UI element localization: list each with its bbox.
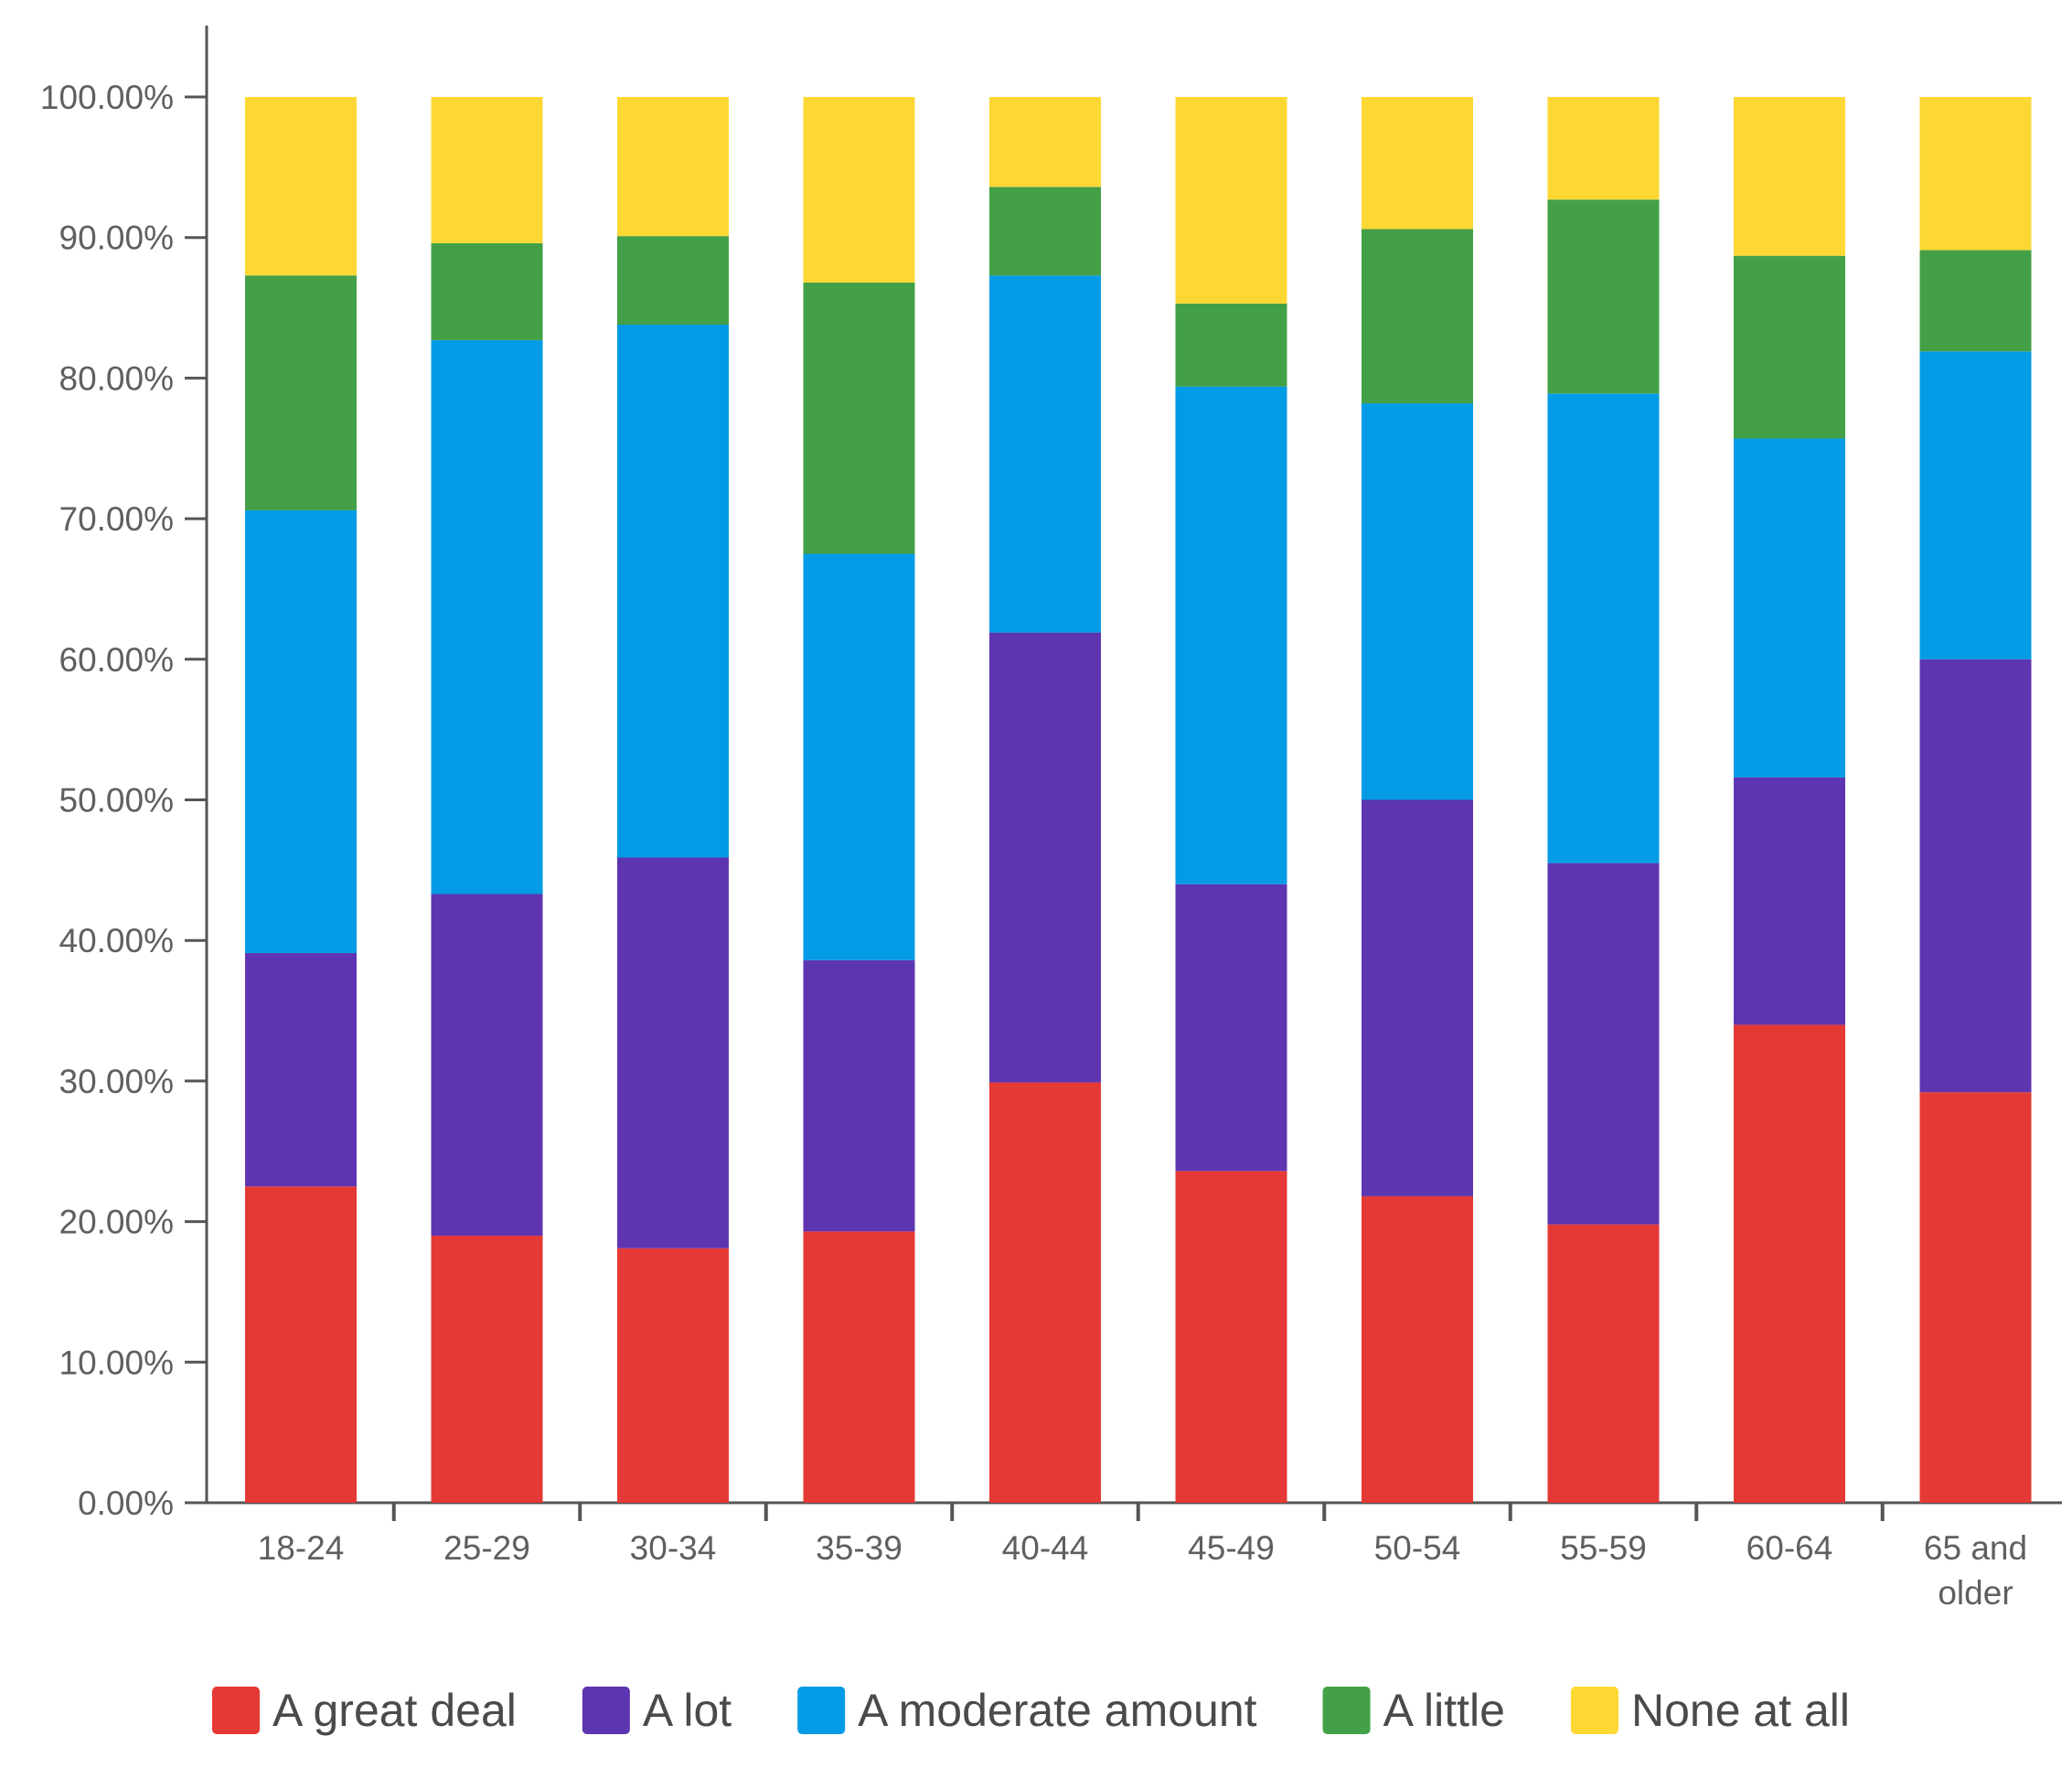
bar-segment-a-lot [1175, 884, 1287, 1172]
bar-segment-a-great-deal [1362, 1195, 1473, 1503]
bar-segment-none-at-all [803, 97, 915, 283]
bar-segment-a-great-deal [1547, 1224, 1660, 1503]
bar-segment-a-moderate-amount [1362, 403, 1473, 800]
bar-segment-a-great-deal [989, 1082, 1101, 1503]
bar-segment-a-lot [989, 632, 1101, 1083]
x-tick-label: 35-39 [816, 1529, 902, 1567]
y-tick-label: 60.00% [59, 641, 175, 679]
legend-label: A moderate amount [858, 1685, 1256, 1736]
bar-segment-none-at-all [431, 97, 543, 243]
legend-label: A great deal [272, 1685, 517, 1736]
y-tick-label: 50.00% [59, 782, 175, 820]
bar-segment-a-moderate-amount [989, 275, 1101, 633]
bar-segment-a-little [617, 236, 729, 325]
bar-segment-a-lot [245, 953, 357, 1187]
bar-segment-a-great-deal [803, 1231, 915, 1503]
bar-segment-a-moderate-amount [1919, 351, 2032, 659]
bar-segment-a-lot [617, 857, 729, 1248]
legend-swatch [797, 1687, 846, 1734]
bar-segment-a-moderate-amount [245, 509, 357, 954]
bars-group [245, 97, 2032, 1503]
bar-segment-a-moderate-amount [803, 553, 915, 960]
bar-segment-a-lot [1547, 863, 1660, 1225]
bar-segment-a-lot [1362, 799, 1473, 1196]
legend-label: None at all [1631, 1685, 1850, 1736]
y-tick-label: 10.00% [59, 1344, 175, 1381]
legend-label: A lot [643, 1685, 732, 1736]
bar-segment-a-great-deal [1919, 1092, 2032, 1503]
x-tick-label: 18-24 [258, 1529, 345, 1567]
bar-segment-a-little [1547, 199, 1660, 394]
bar-segment-a-moderate-amount [431, 339, 543, 895]
y-axis: 0.00% 10.00% 20.00% 30.00% 40.00% 50.00% 60.00… [40, 26, 208, 1522]
bar-segment-a-great-deal [1175, 1171, 1287, 1503]
x-tick-label: 45-49 [1188, 1529, 1275, 1567]
bar-segment-none-at-all [1734, 97, 1845, 256]
y-tick-label: 0.00% [78, 1484, 174, 1522]
legend: A great deal A lot A moderate amount A litt… [212, 1685, 1850, 1736]
x-axis: 18-24 25-29 30-34 35-39 40-44 45-49 50-54 55-59… [207, 1501, 2062, 1612]
bar-segment-none-at-all [1919, 97, 2032, 251]
bar-segment-a-great-deal [1734, 1024, 1845, 1503]
y-tick-label: 20.00% [59, 1204, 175, 1241]
x-tick-label: 40-44 [1002, 1529, 1089, 1567]
x-tick-label: 50-54 [1374, 1529, 1461, 1567]
bar-segment-none-at-all [989, 97, 1101, 188]
x-tick-label: 65 and [1924, 1529, 2027, 1567]
bar-segment-a-lot [803, 959, 915, 1232]
x-tick-label: 30-34 [630, 1529, 717, 1567]
bar-segment-a-moderate-amount [1734, 438, 1845, 777]
bar-segment-none-at-all [1547, 97, 1660, 200]
bar-segment-a-great-deal [431, 1235, 543, 1503]
bar-segment-none-at-all [617, 97, 729, 237]
legend-swatch [582, 1687, 630, 1734]
bar-segment-a-little [803, 282, 915, 554]
x-tick-label: 60-64 [1746, 1529, 1833, 1567]
y-tick-label: 30.00% [59, 1063, 175, 1100]
bar-segment-a-moderate-amount [617, 324, 729, 858]
bar-segment-none-at-all [1362, 97, 1473, 230]
legend-swatch [1322, 1687, 1371, 1734]
bar-segment-a-little [245, 275, 357, 510]
bar-segment-a-little [1362, 229, 1473, 404]
bar-segment-a-lot [1734, 777, 1845, 1025]
legend-label: A little [1383, 1685, 1505, 1736]
x-tick-label: 25-29 [443, 1529, 530, 1567]
bar-segment-a-great-deal [617, 1248, 729, 1503]
bar-segment-a-lot [431, 894, 543, 1236]
x-tick-label: 55-59 [1560, 1529, 1647, 1567]
y-tick-label: 100.00% [40, 79, 174, 116]
bar-segment-a-little [989, 187, 1101, 276]
y-tick-label: 90.00% [59, 220, 175, 257]
bar-segment-a-little [1734, 255, 1845, 439]
bar-segment-none-at-all [245, 97, 357, 276]
y-tick-label: 80.00% [59, 359, 175, 397]
x-tick-label: older [1938, 1574, 2013, 1612]
legend-swatch [212, 1687, 260, 1734]
bar-segment-none-at-all [1175, 97, 1287, 304]
bar-segment-a-moderate-amount [1547, 393, 1660, 863]
y-tick-label: 40.00% [59, 922, 175, 959]
y-tick-label: 70.00% [59, 500, 175, 538]
bar-segment-a-little [1175, 303, 1287, 387]
bar-segment-a-moderate-amount [1175, 386, 1287, 884]
bar-segment-a-little [431, 242, 543, 340]
bar-segment-a-great-deal [245, 1186, 357, 1503]
legend-swatch [1570, 1687, 1618, 1734]
bar-segment-a-lot [1919, 659, 2032, 1093]
bar-segment-a-little [1919, 250, 2032, 352]
